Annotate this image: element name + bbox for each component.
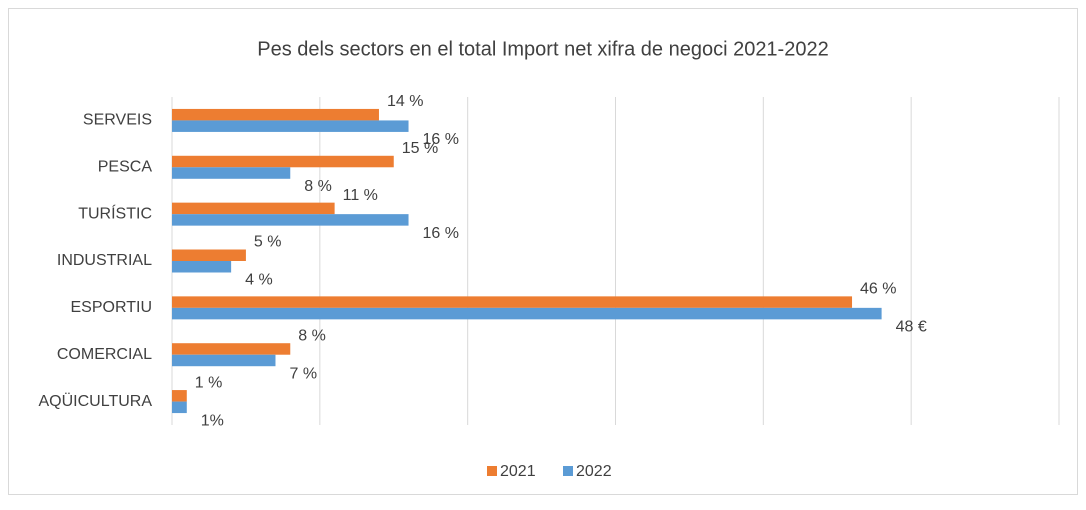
data-label: 4 % [245, 272, 273, 289]
bar [172, 249, 246, 261]
data-label: 14 % [387, 93, 423, 110]
y-tick-label: SERVEIS [83, 112, 152, 129]
legend-label: 2022 [576, 463, 612, 480]
chart-title: Pes dels sectors en el total Import net … [257, 38, 828, 60]
y-tick-label: COMERCIAL [57, 346, 152, 363]
y-tick-label: AQÜICULTURA [39, 392, 153, 410]
bar [172, 296, 853, 308]
data-label: 7 % [289, 365, 317, 382]
data-label: 8 % [298, 327, 326, 344]
y-tick-label: TURÍSTIC [78, 203, 152, 222]
data-label: 16 % [423, 131, 459, 148]
y-tick-label: PESCA [98, 159, 153, 176]
y-tick-label: INDUSTRIAL [57, 252, 152, 269]
data-label: 48 € [896, 319, 927, 336]
bar [172, 343, 291, 355]
legend-label: 2021 [500, 463, 536, 480]
bar [172, 214, 409, 226]
data-label: 11 % [343, 187, 378, 204]
data-label: 15 % [402, 140, 438, 157]
bar [172, 261, 232, 273]
legend-swatch [563, 466, 573, 476]
bar [172, 307, 882, 320]
bar [172, 167, 291, 179]
y-tick-label: ESPORTIU [71, 299, 153, 316]
data-label: 1 % [195, 374, 223, 391]
bar [172, 155, 394, 168]
chart-border [8, 8, 1078, 495]
bar [172, 120, 409, 132]
bar [172, 390, 187, 402]
data-label: 46 % [860, 281, 896, 298]
legend-swatch [487, 466, 497, 476]
data-label: 1% [201, 412, 224, 429]
bar [172, 354, 276, 367]
data-label: 16 % [423, 225, 459, 242]
data-label: 5 % [254, 234, 282, 251]
data-label: 8 % [304, 178, 332, 195]
bar [172, 202, 335, 215]
bar [172, 108, 379, 121]
bar [172, 401, 187, 414]
